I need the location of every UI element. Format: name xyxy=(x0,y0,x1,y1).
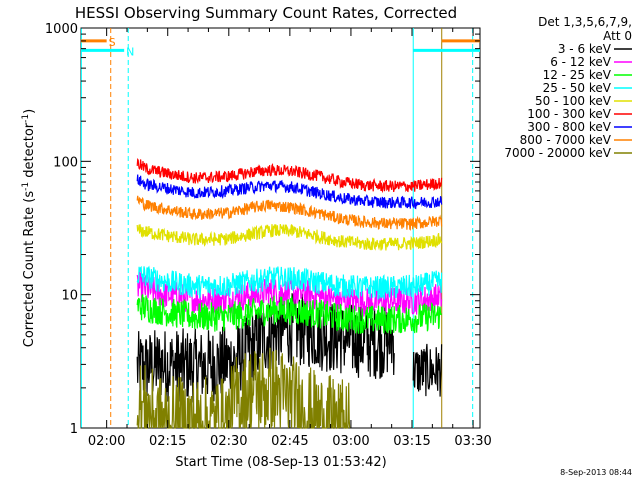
x-tick-label: 02:00 xyxy=(88,434,125,449)
y-tick-label: 1 xyxy=(70,422,78,437)
y-tick-label: 100 xyxy=(53,155,78,170)
legend-label: 7000 - 20000 keV xyxy=(504,146,611,160)
y-axis-label: Corrected Count Rate (s-1 detector-1) xyxy=(21,109,37,347)
legend-label: 3 - 6 keV xyxy=(558,42,612,56)
plot-area: SN 02:00 02:15 02:30 02:45 03:00 03:15 03:30 1… xyxy=(45,22,492,449)
annotation-label-n: N xyxy=(126,45,134,58)
series-line-800-7000-kev xyxy=(136,195,443,231)
x-tick-label: 02:45 xyxy=(271,434,308,449)
legend-header-line-2: Att 0 xyxy=(603,29,632,43)
x-axis-label: Start Time (08-Sep-13 01:53:42) xyxy=(175,455,386,470)
series-line-3-6-kev xyxy=(136,293,443,404)
legend-label: 100 - 300 keV xyxy=(527,107,611,121)
series-line-100-300-kev xyxy=(136,157,443,194)
x-tick-label: 03:00 xyxy=(332,434,369,449)
legend-label: 50 - 100 keV xyxy=(535,94,612,108)
series-line-25-50-kev xyxy=(136,265,443,300)
legend-label: 25 - 50 keV xyxy=(543,81,612,95)
series-line-7000-20000-kev xyxy=(136,347,351,430)
series-line-50-100-kev xyxy=(136,224,443,251)
annotation-label-s: S xyxy=(109,36,116,49)
x-tick-label: 03:15 xyxy=(393,434,430,449)
legend-label: 300 - 800 keV xyxy=(527,120,611,134)
x-tick-label: 02:30 xyxy=(210,434,247,449)
footer-timestamp: 8-Sep-2013 08:44 xyxy=(560,468,632,477)
legend-label: 12 - 25 keV xyxy=(543,68,612,82)
y-tick-label: 10 xyxy=(61,289,78,304)
x-tick-label: 03:30 xyxy=(454,434,491,449)
legend-label: 800 - 7000 keV xyxy=(520,133,612,147)
legend-label: 6 - 12 keV xyxy=(550,55,612,69)
chart-title: HESSI Observing Summary Count Rates, Cor… xyxy=(75,4,457,22)
series-line-300-800-kev xyxy=(136,174,443,210)
x-tick-label: 02:15 xyxy=(149,434,186,449)
legend-header-line-1: Det 1,3,5,6,7,9, xyxy=(538,15,632,29)
y-tick-label: 1000 xyxy=(45,22,78,37)
series-line-12-25-kev xyxy=(136,294,443,334)
